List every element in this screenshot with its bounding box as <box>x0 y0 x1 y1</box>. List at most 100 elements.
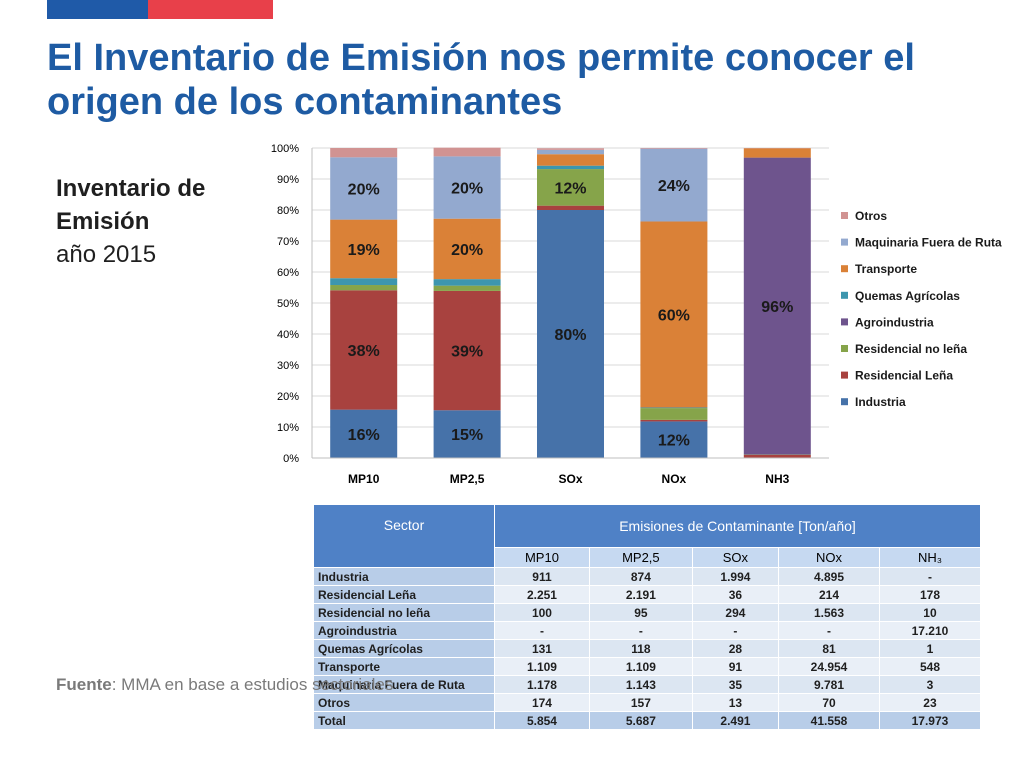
table-cell: 118 <box>588 639 693 658</box>
table-column-header: NOx <box>778 547 880 568</box>
source-note: Fuente: MMA en base a estudios sectorial… <box>56 673 393 696</box>
table-cell: 5.687 <box>588 711 693 730</box>
table-cell: 1.143 <box>588 675 693 694</box>
inventory-heading-line1: Inventario de <box>56 175 206 202</box>
data-label: 12% <box>658 433 690 450</box>
table-row: Total 5.854 5.687 2.491 41.558 17.973 <box>313 711 982 730</box>
bar-segment <box>640 148 708 222</box>
bar-segment <box>640 407 708 409</box>
data-label: 24% <box>658 178 690 195</box>
legend-label: Residencial no leña <box>855 342 967 356</box>
inventory-year: año 2015 <box>56 241 157 268</box>
table-cell: 4.895 <box>778 567 880 586</box>
bar-segment <box>537 149 604 155</box>
table-cell: 17.210 <box>878 621 982 640</box>
table-cell: 174 <box>494 693 590 712</box>
table-cell: 2.191 <box>588 585 693 604</box>
data-label: 16% <box>348 427 380 444</box>
data-label: 38% <box>348 343 380 360</box>
table-cell: - <box>588 621 693 640</box>
header-accent-red <box>148 0 273 19</box>
table-row-label: Industria <box>313 567 495 586</box>
bar-segment <box>640 221 708 408</box>
data-label: 96% <box>761 299 793 316</box>
table-cell: 9.781 <box>778 675 880 694</box>
table-cell: 23 <box>878 693 982 712</box>
table-row-label: Residencial no leña <box>313 603 495 622</box>
table-row-label: Transporte <box>313 657 495 676</box>
bar-segment <box>330 290 398 410</box>
table-cell: 1.109 <box>588 657 693 676</box>
source-text: : MMA en base a estudios sectoriales <box>111 675 394 694</box>
legend-swatch <box>841 398 848 406</box>
y-tick-label: 50% <box>277 298 299 310</box>
legend-swatch <box>841 291 848 299</box>
table-cell: 2.251 <box>494 585 590 604</box>
legend-label: Transporte <box>855 262 917 276</box>
table-cell: 131 <box>494 639 590 658</box>
table-cell: 17.973 <box>878 711 982 730</box>
bar-segment <box>640 148 708 149</box>
table-cell: 1.178 <box>494 675 590 694</box>
table-row: Otros 174 157 13 70 23 <box>313 693 982 712</box>
table-row: Residencial Leña 2.251 2.191 36 214 178 <box>313 585 982 604</box>
table-cell: 13 <box>691 693 780 712</box>
legend-swatch <box>841 371 848 379</box>
data-label: 20% <box>451 242 483 259</box>
table-cell: 3 <box>878 675 982 694</box>
bar-segment <box>537 165 604 170</box>
bar-segment <box>330 157 398 220</box>
legend-swatch <box>841 212 848 219</box>
legend-label: Industria <box>855 395 906 409</box>
header-accent-blue <box>47 0 148 19</box>
x-tick-label: SOx <box>558 472 582 486</box>
legend-swatch <box>841 345 848 352</box>
table-cell: - <box>494 621 590 640</box>
legend-swatch <box>841 238 848 246</box>
table-cell: 874 <box>588 567 693 586</box>
y-tick-label: 0% <box>283 453 299 465</box>
bar-segment <box>433 290 501 411</box>
data-label: 12% <box>554 180 586 197</box>
bar-segment <box>640 421 708 458</box>
bar-segment <box>743 454 811 458</box>
table-row-label: Otros <box>313 693 495 712</box>
table-cell: 81 <box>778 639 880 658</box>
table-row: Agroindustria - - - -17.210 <box>313 621 982 640</box>
table-row: Industria 911 874 1.994 4.895- <box>313 567 982 586</box>
table-cell: - <box>778 621 880 640</box>
table-cell: 214 <box>778 585 880 604</box>
table-cell: - <box>691 621 780 640</box>
table-cell: 36 <box>691 585 780 604</box>
bar-segment <box>537 205 604 210</box>
x-tick-label: NOx <box>662 472 687 486</box>
table-column-header: MP2,5 <box>588 547 693 568</box>
legend-label: Maquinaria Fuera de Ruta <box>855 236 1002 250</box>
table-cell: 157 <box>588 693 693 712</box>
y-tick-label: 60% <box>277 267 299 279</box>
table-cell: 70 <box>778 693 880 712</box>
bar-segment <box>433 279 501 286</box>
table-cell: 95 <box>588 603 693 622</box>
table-cell: 911 <box>494 567 590 586</box>
legend-label: Agroindustria <box>855 315 934 329</box>
bar-segment <box>433 285 501 291</box>
bar-segment <box>640 419 708 422</box>
table-row: Maquinaria Fuera de Ruta 1.178 1.143 35 9.78… <box>313 675 982 694</box>
bar-segment <box>743 157 811 455</box>
table-cell: 28 <box>691 639 780 658</box>
x-tick-label: NH3 <box>765 472 789 486</box>
table-row-label: Agroindustria <box>313 621 495 640</box>
bar-segment <box>433 147 501 157</box>
inventory-heading-line2: Emisión <box>56 208 150 235</box>
table-cell: - <box>878 567 982 586</box>
data-label: 80% <box>554 327 586 344</box>
table-cell: 1 <box>878 639 982 658</box>
table-cell: 2.491 <box>691 711 780 730</box>
legend-swatch <box>841 265 848 273</box>
table-column-header: NH₃ <box>878 547 982 568</box>
page-title: El Inventario de Emisión nos permite con… <box>47 37 915 123</box>
bar-segment <box>537 154 604 166</box>
table-header-group: Emisiones de Contaminante [Ton/año] <box>494 504 981 548</box>
table-row: Residencial no leña 100 95 294 1.563 10 <box>313 603 982 622</box>
